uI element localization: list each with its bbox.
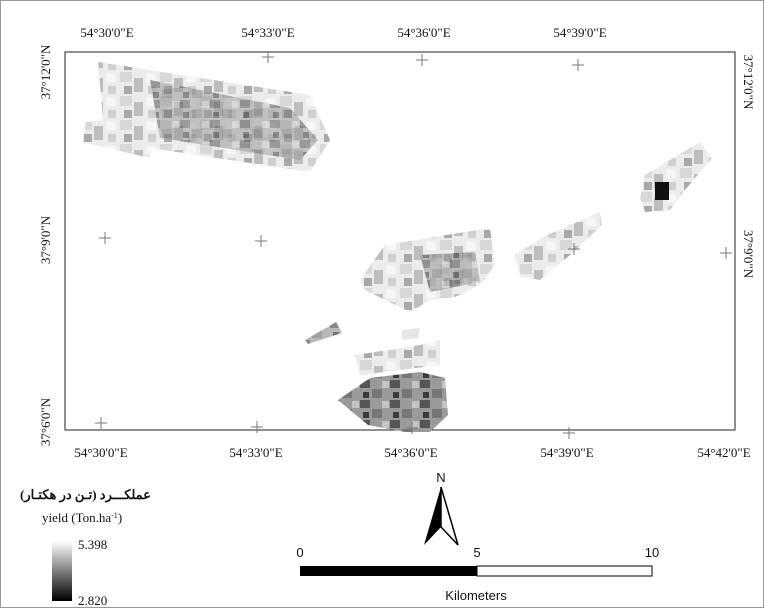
legend-min: 2.820 [78,593,107,608]
legend-yield-label: yield (Ton.ha-1) [42,510,122,525]
coordinate-label: 54°42'0"E [697,445,750,460]
coordinate-label: 37°9'0"N [741,230,756,279]
coordinate-label: 54°36'0"E [397,25,450,40]
north-arrow: N [424,470,459,546]
top-labels: 54°30'0"E 54°33'0"E 54°36'0"E 54°39'0"E [80,25,606,40]
coordinate-label: 54°33'0"E [241,25,294,40]
coordinate-label: 37°12'0"N [741,55,756,110]
scale-tick: 0 [296,545,303,560]
coordinate-label: 54°36'0"E [384,445,437,460]
coordinate-label: 54°39'0"E [553,25,606,40]
north-label: N [436,470,445,485]
scale-unit: Kilometers [445,588,507,603]
coordinate-label: 54°39'0"E [540,445,593,460]
legend-colorbar [52,541,72,601]
coordinate-label: 37°6'0"N [38,397,53,446]
graticule-crosses [95,51,732,439]
scale-bar-black [300,566,477,576]
legend-max: 5.398 [78,537,107,552]
coordinate-label: 37°9'0"N [38,215,53,264]
scale-bar-white [476,565,653,577]
yield-fields [82,62,712,432]
bottom-labels: 54°30'0"E 54°33'0"E 54°36'0"E 54°39'0"E 54°4… [74,445,750,460]
coordinate-label: 37°12'0"N [38,44,53,99]
right-labels: 37°12'0"N 37°9'0"N [741,55,756,279]
coordinate-label: 54°30'0"E [74,445,127,460]
scale-tick: 10 [645,545,659,560]
left-labels: 37°12'0"N 37°9'0"N 37°6'0"N [38,44,53,446]
coordinate-label: 54°30'0"E [80,25,133,40]
legend-title: عملکـــرد (تـن در هکتـار) [20,487,151,503]
scale-tick: 5 [473,545,480,560]
coordinate-label: 54°33'0"E [229,445,282,460]
